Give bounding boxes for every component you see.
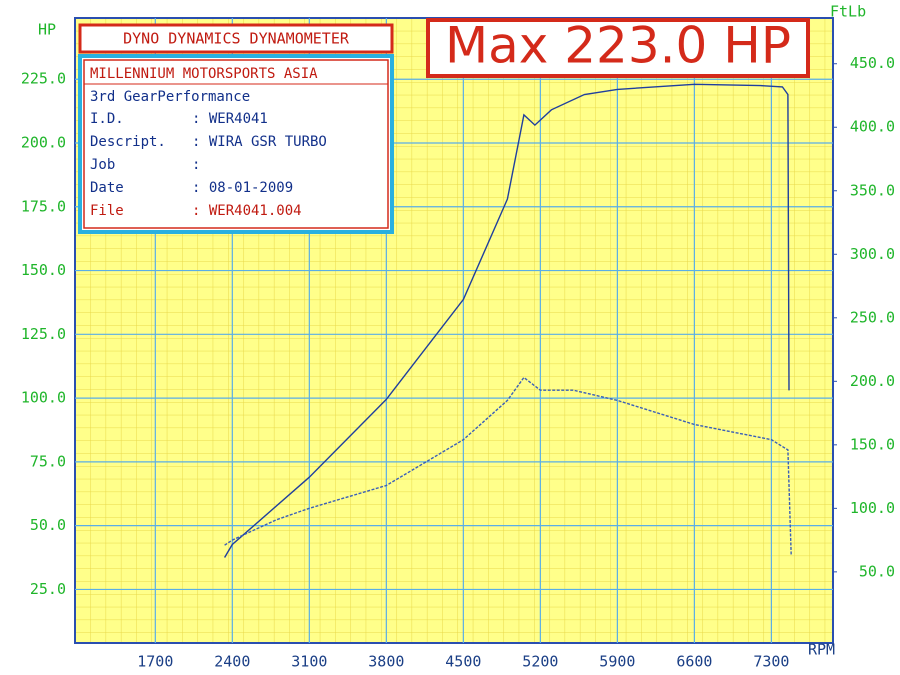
info-value: : WIRA GSR TURBO [192,134,327,150]
y2-tick-label: 150.0 [850,435,895,453]
x-tick-label: 2400 [214,653,250,671]
title-box [78,23,394,54]
y2-tick-label: 250.0 [850,308,895,326]
info-label: File [90,203,124,219]
y-tick-label: 75.0 [30,452,66,470]
x-tick-label: 3100 [291,653,327,671]
x-axis-label: RPM [808,641,835,659]
x-tick-label: 5200 [522,653,558,671]
y-tick-label: 175.0 [21,197,66,215]
y-tick-label: 225.0 [21,70,66,88]
info-value: : 08-01-2009 [192,180,293,196]
y2-tick-label: 400.0 [850,118,895,136]
info-label: Job [90,157,115,173]
max-annotation: Max 223.0 HP [445,17,791,75]
x-tick-label: 1700 [137,653,173,671]
info-inner-border [83,59,389,229]
info-value: : [192,157,200,173]
chart-title: DYNO DYNAMICS DYNAMOMETER [123,30,350,48]
info-label: Descript. [90,134,166,150]
max-box [426,18,810,78]
y-tick-label: 50.0 [30,516,66,534]
x-tick-label: 4500 [445,653,481,671]
info-label: I.D. [90,111,124,127]
x-tick-label: 7300 [753,653,789,671]
y2-tick-label: 300.0 [850,245,895,263]
y-tick-label: 150.0 [21,261,66,279]
y2-axis-label: FtLb [830,3,866,21]
x-tick-label: 5900 [599,653,635,671]
y-tick-label: 100.0 [21,389,66,407]
info-value: : WER4041 [192,111,268,127]
y2-tick-label: 100.0 [850,499,895,517]
info-box [78,54,394,234]
y2-tick-label: 450.0 [850,54,895,72]
y-axis-label: HP [38,21,56,39]
y2-tick-label: 350.0 [850,181,895,199]
curve [223,83,790,558]
test-name: 3rd GearPerformance [90,89,250,105]
y-tick-label: 125.0 [21,325,66,343]
y-tick-label: 200.0 [21,134,66,152]
info-label: Date [90,180,124,196]
x-tick-label: 6600 [676,653,712,671]
y2-tick-label: 50.0 [859,562,895,580]
y-tick-label: 25.0 [30,580,66,598]
info-value: : WER4041.004 [192,203,302,219]
x-tick-label: 3800 [368,653,404,671]
curve [224,376,792,556]
y2-tick-label: 200.0 [850,372,895,390]
company: MILLENNIUM MOTORSPORTS ASIA [90,66,318,82]
